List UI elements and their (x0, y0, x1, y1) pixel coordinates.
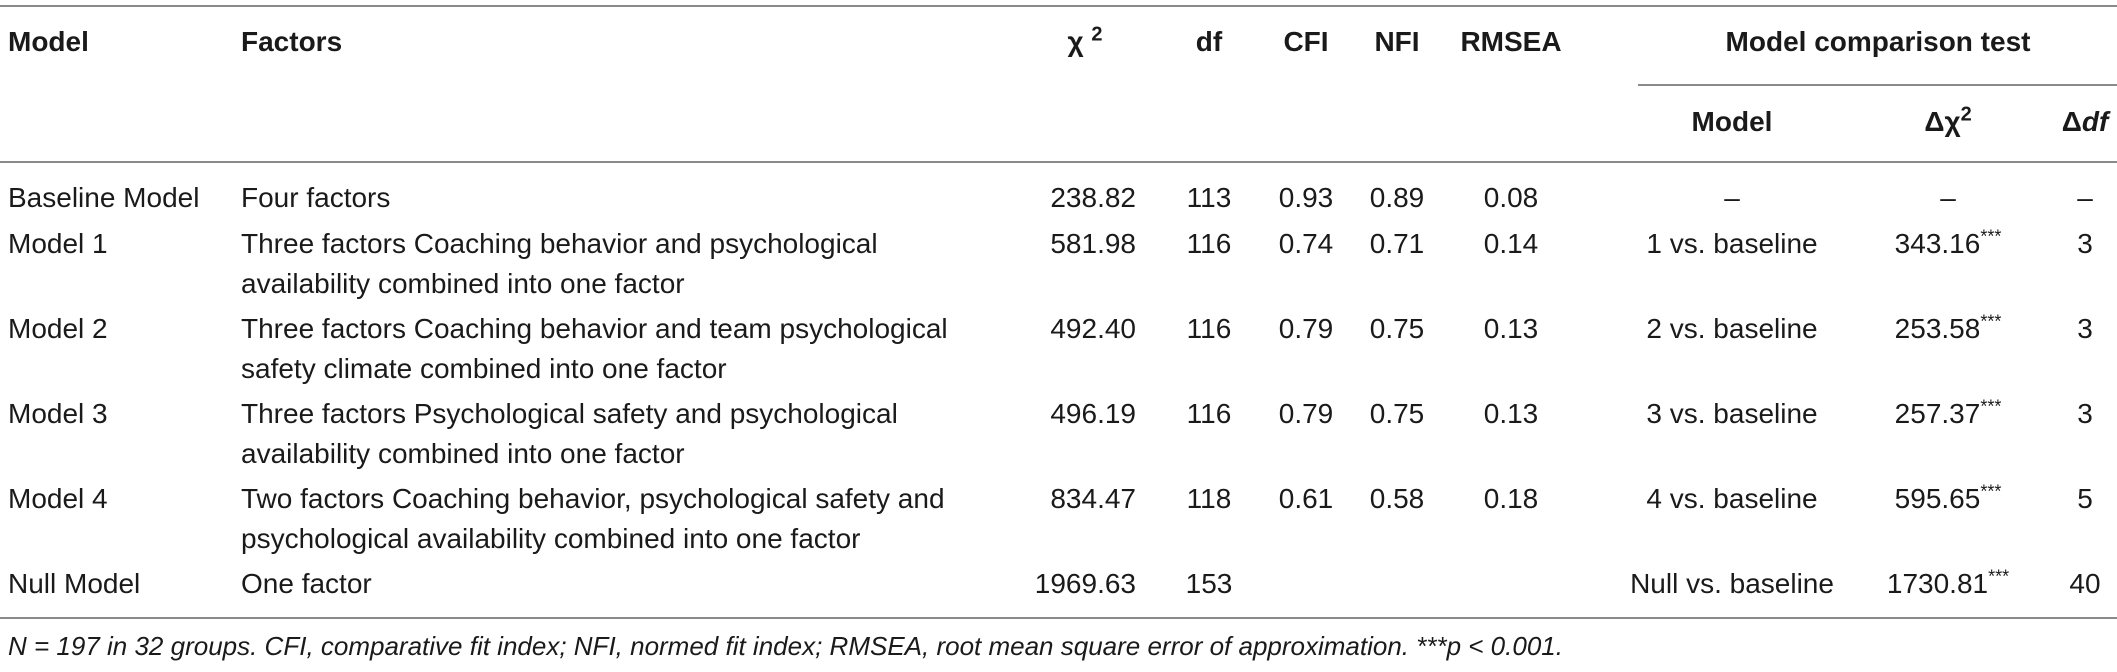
cell-nfi: 0.75 (1369, 398, 1425, 429)
cell-cfi: 0.61 (1278, 483, 1334, 514)
delta-chi-value: – (1940, 182, 1956, 213)
header-chi-square: χ 2 (1067, 22, 1102, 62)
cell-factors-line: Three factors Psychological safety and p… (241, 398, 898, 429)
header-factors: Factors (241, 26, 343, 57)
significance-stars: *** (1980, 481, 2002, 502)
delta-chi-value: 343.16 (1894, 228, 1981, 259)
header-delta-df-italic: df (2081, 106, 2109, 137)
header-delta-chi-symbol: Δχ (1924, 106, 1961, 137)
delta-chi-value: 595.65 (1894, 483, 1981, 514)
header-model: Model (8, 26, 89, 57)
cell-factors-line: availability combined into one factor (241, 268, 685, 299)
cell-model: Null Model (8, 568, 141, 599)
cell-delta-chi-square: 1730.81*** (1887, 564, 2009, 604)
cell-delta-df: – (2077, 182, 2093, 213)
header-df: df (1195, 26, 1223, 57)
table-bottom-rule (0, 617, 2117, 619)
cell-nfi: 0.75 (1369, 313, 1425, 344)
cell-factors-line: Two factors Coaching behavior, psycholog… (241, 483, 945, 514)
cell-factors-line: psychological availability combined into… (241, 523, 861, 554)
cell-comparison: – (1724, 182, 1740, 213)
cell-factors-line: Four factors (241, 182, 391, 213)
header-delta-prefix: Δ (2061, 106, 2082, 137)
cell-comparison: Null vs. baseline (1630, 568, 1834, 599)
cell-df: 113 (1186, 182, 1232, 213)
cell-model: Model 4 (8, 483, 108, 514)
significance-stars: *** (1980, 396, 2002, 417)
cell-df: 116 (1186, 228, 1232, 259)
cell-model: Model 3 (8, 398, 108, 429)
delta-chi-value: 1730.81 (1886, 568, 1989, 599)
significance-stars: *** (1980, 311, 2002, 332)
significance-stars: *** (1988, 566, 2010, 587)
table-top-rule (0, 5, 2117, 7)
cell-chi-square: 1969.63 (1034, 568, 1136, 599)
comparison-group-rule (1638, 84, 2117, 86)
cell-chi-square: 238.82 (1050, 182, 1136, 213)
cell-df: 116 (1186, 313, 1232, 344)
header-model-comparison-test: Model comparison test (1725, 26, 2031, 57)
cell-chi-square: 496.19 (1050, 398, 1136, 429)
header-chi-symbol: χ (1067, 26, 1084, 57)
cell-delta-chi-square: 257.37*** (1895, 394, 2002, 434)
header-delta-chi-sup: 2 (1960, 103, 1972, 126)
cell-comparison: 2 vs. baseline (1646, 313, 1818, 344)
header-cfi: CFI (1283, 26, 1329, 57)
cell-delta-df: 3 (2077, 313, 2093, 344)
cell-df: 153 (1185, 568, 1233, 599)
cell-factors-line: One factor (241, 568, 372, 599)
cell-cfi: 0.79 (1278, 313, 1334, 344)
cell-rmsea: 0.13 (1483, 398, 1539, 429)
cell-model: Model 1 (8, 228, 108, 259)
header-comparison-model: Model (1691, 106, 1773, 137)
header-delta-chi-square: Δχ2 (1924, 102, 1971, 142)
cell-delta-df: 40 (2069, 568, 2101, 599)
cell-delta-df: 3 (2077, 398, 2093, 429)
cell-comparison: 1 vs. baseline (1646, 228, 1818, 259)
delta-chi-value: 257.37 (1894, 398, 1981, 429)
delta-chi-value: 253.58 (1894, 313, 1981, 344)
cell-df: 116 (1186, 398, 1232, 429)
cell-delta-chi-square: 343.16*** (1895, 224, 2002, 264)
cell-rmsea: 0.14 (1483, 228, 1539, 259)
header-chi-sup: 2 (1091, 23, 1103, 46)
header-delta-df: Δdf (2062, 102, 2109, 142)
cell-rmsea: 0.18 (1483, 483, 1539, 514)
cell-comparison: 4 vs. baseline (1646, 483, 1818, 514)
cell-rmsea: 0.13 (1483, 313, 1539, 344)
cell-factors-line: Three factors Coaching behavior and psyc… (241, 228, 878, 259)
cell-model: Model 2 (8, 313, 108, 344)
cell-factors-line: Three factors Coaching behavior and team… (241, 313, 948, 344)
cell-model: Baseline Model (8, 182, 200, 213)
cell-factors-line: availability combined into one factor (241, 438, 685, 469)
cell-nfi: 0.71 (1369, 228, 1425, 259)
cell-rmsea: 0.08 (1483, 182, 1539, 213)
header-bottom-rule (0, 161, 2117, 163)
cell-nfi: 0.58 (1369, 483, 1425, 514)
header-nfi: NFI (1374, 26, 1420, 57)
cell-df: 118 (1186, 483, 1232, 514)
header-rmsea: RMSEA (1460, 26, 1562, 57)
cell-chi-square: 834.47 (1050, 483, 1136, 514)
table-footnote: N = 197 in 32 groups. CFI, comparative f… (8, 631, 1563, 661)
cell-cfi: 0.79 (1278, 398, 1334, 429)
cell-chi-square: 581.98 (1050, 228, 1136, 259)
cell-delta-chi-square: 253.58*** (1895, 309, 2002, 349)
cell-comparison: 3 vs. baseline (1646, 398, 1818, 429)
cell-delta-df: 3 (2077, 228, 2093, 259)
cell-nfi: 0.89 (1369, 182, 1425, 213)
cell-delta-chi-square: 595.65*** (1895, 479, 2002, 519)
cell-delta-chi-square: – (1940, 178, 1956, 218)
cell-factors-line: safety climate combined into one factor (241, 353, 727, 384)
cell-cfi: 0.93 (1278, 182, 1334, 213)
cell-delta-df: 5 (2077, 483, 2093, 514)
cell-chi-square: 492.40 (1050, 313, 1136, 344)
significance-stars: *** (1980, 226, 2002, 247)
cell-cfi: 0.74 (1278, 228, 1334, 259)
